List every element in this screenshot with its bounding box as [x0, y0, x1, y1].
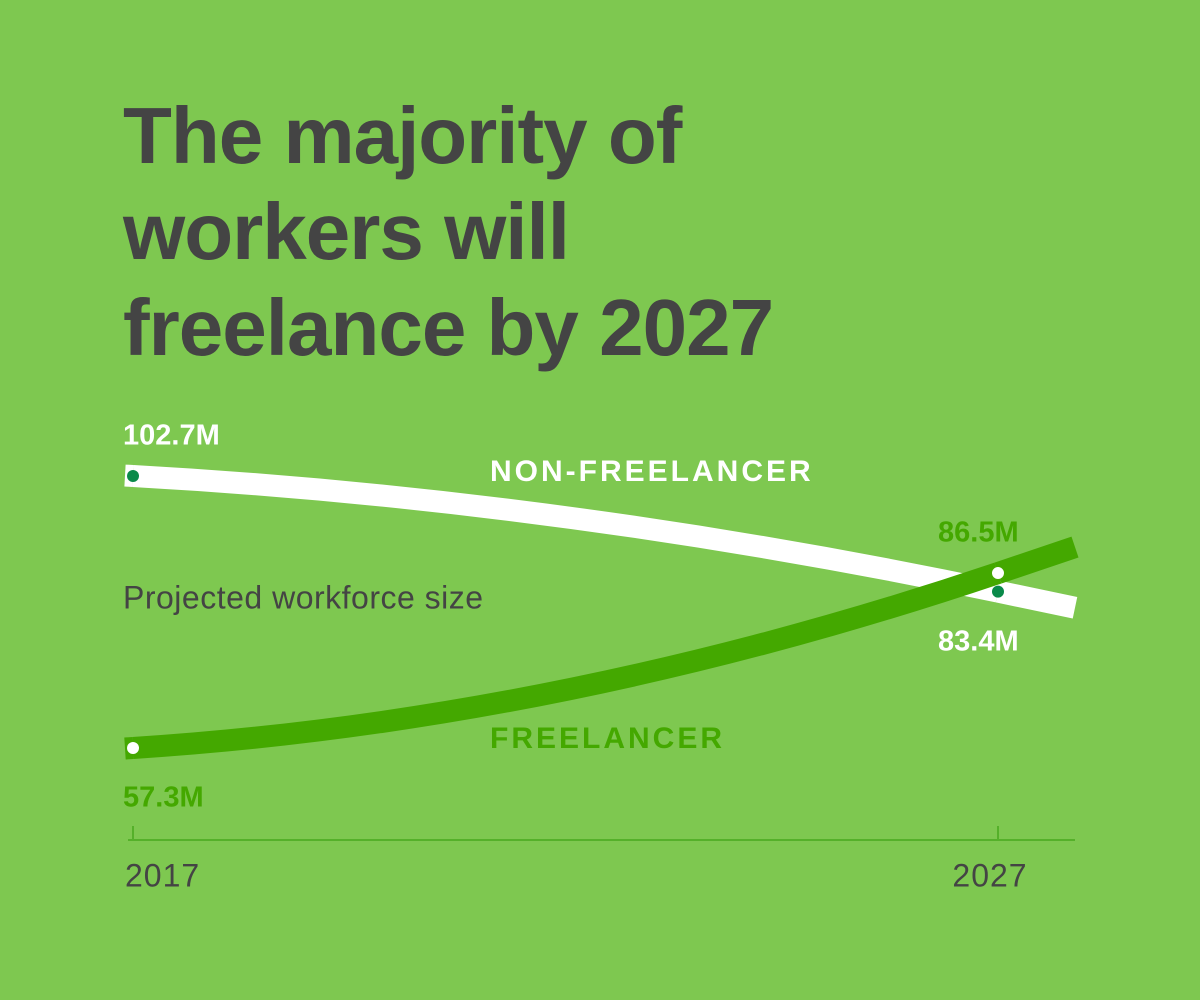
x-tick-label: 2017	[125, 857, 200, 893]
point	[127, 742, 139, 754]
value-label: 83.4M	[938, 625, 1019, 657]
chart-subtitle: Projected workforce size	[123, 579, 484, 615]
point	[127, 470, 139, 482]
series-label: NON-FREELANCER	[490, 455, 814, 488]
line-extension	[994, 536, 1079, 584]
point	[992, 585, 1004, 598]
line-extension	[995, 580, 1078, 619]
value-label: 86.5M	[938, 517, 1019, 549]
x-tick-label: 2027	[952, 857, 1027, 893]
series-label: FREELANCER	[490, 722, 725, 755]
value-label: 57.3M	[123, 782, 204, 814]
line	[132, 562, 1002, 759]
chart-title: The majority of workers will freelance b…	[123, 91, 774, 372]
value-label: 102.7M	[123, 420, 220, 452]
line	[132, 465, 1001, 603]
point	[992, 567, 1004, 580]
